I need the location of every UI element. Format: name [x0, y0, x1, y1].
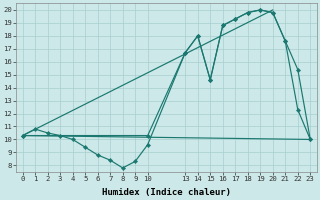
X-axis label: Humidex (Indice chaleur): Humidex (Indice chaleur) — [102, 188, 231, 197]
